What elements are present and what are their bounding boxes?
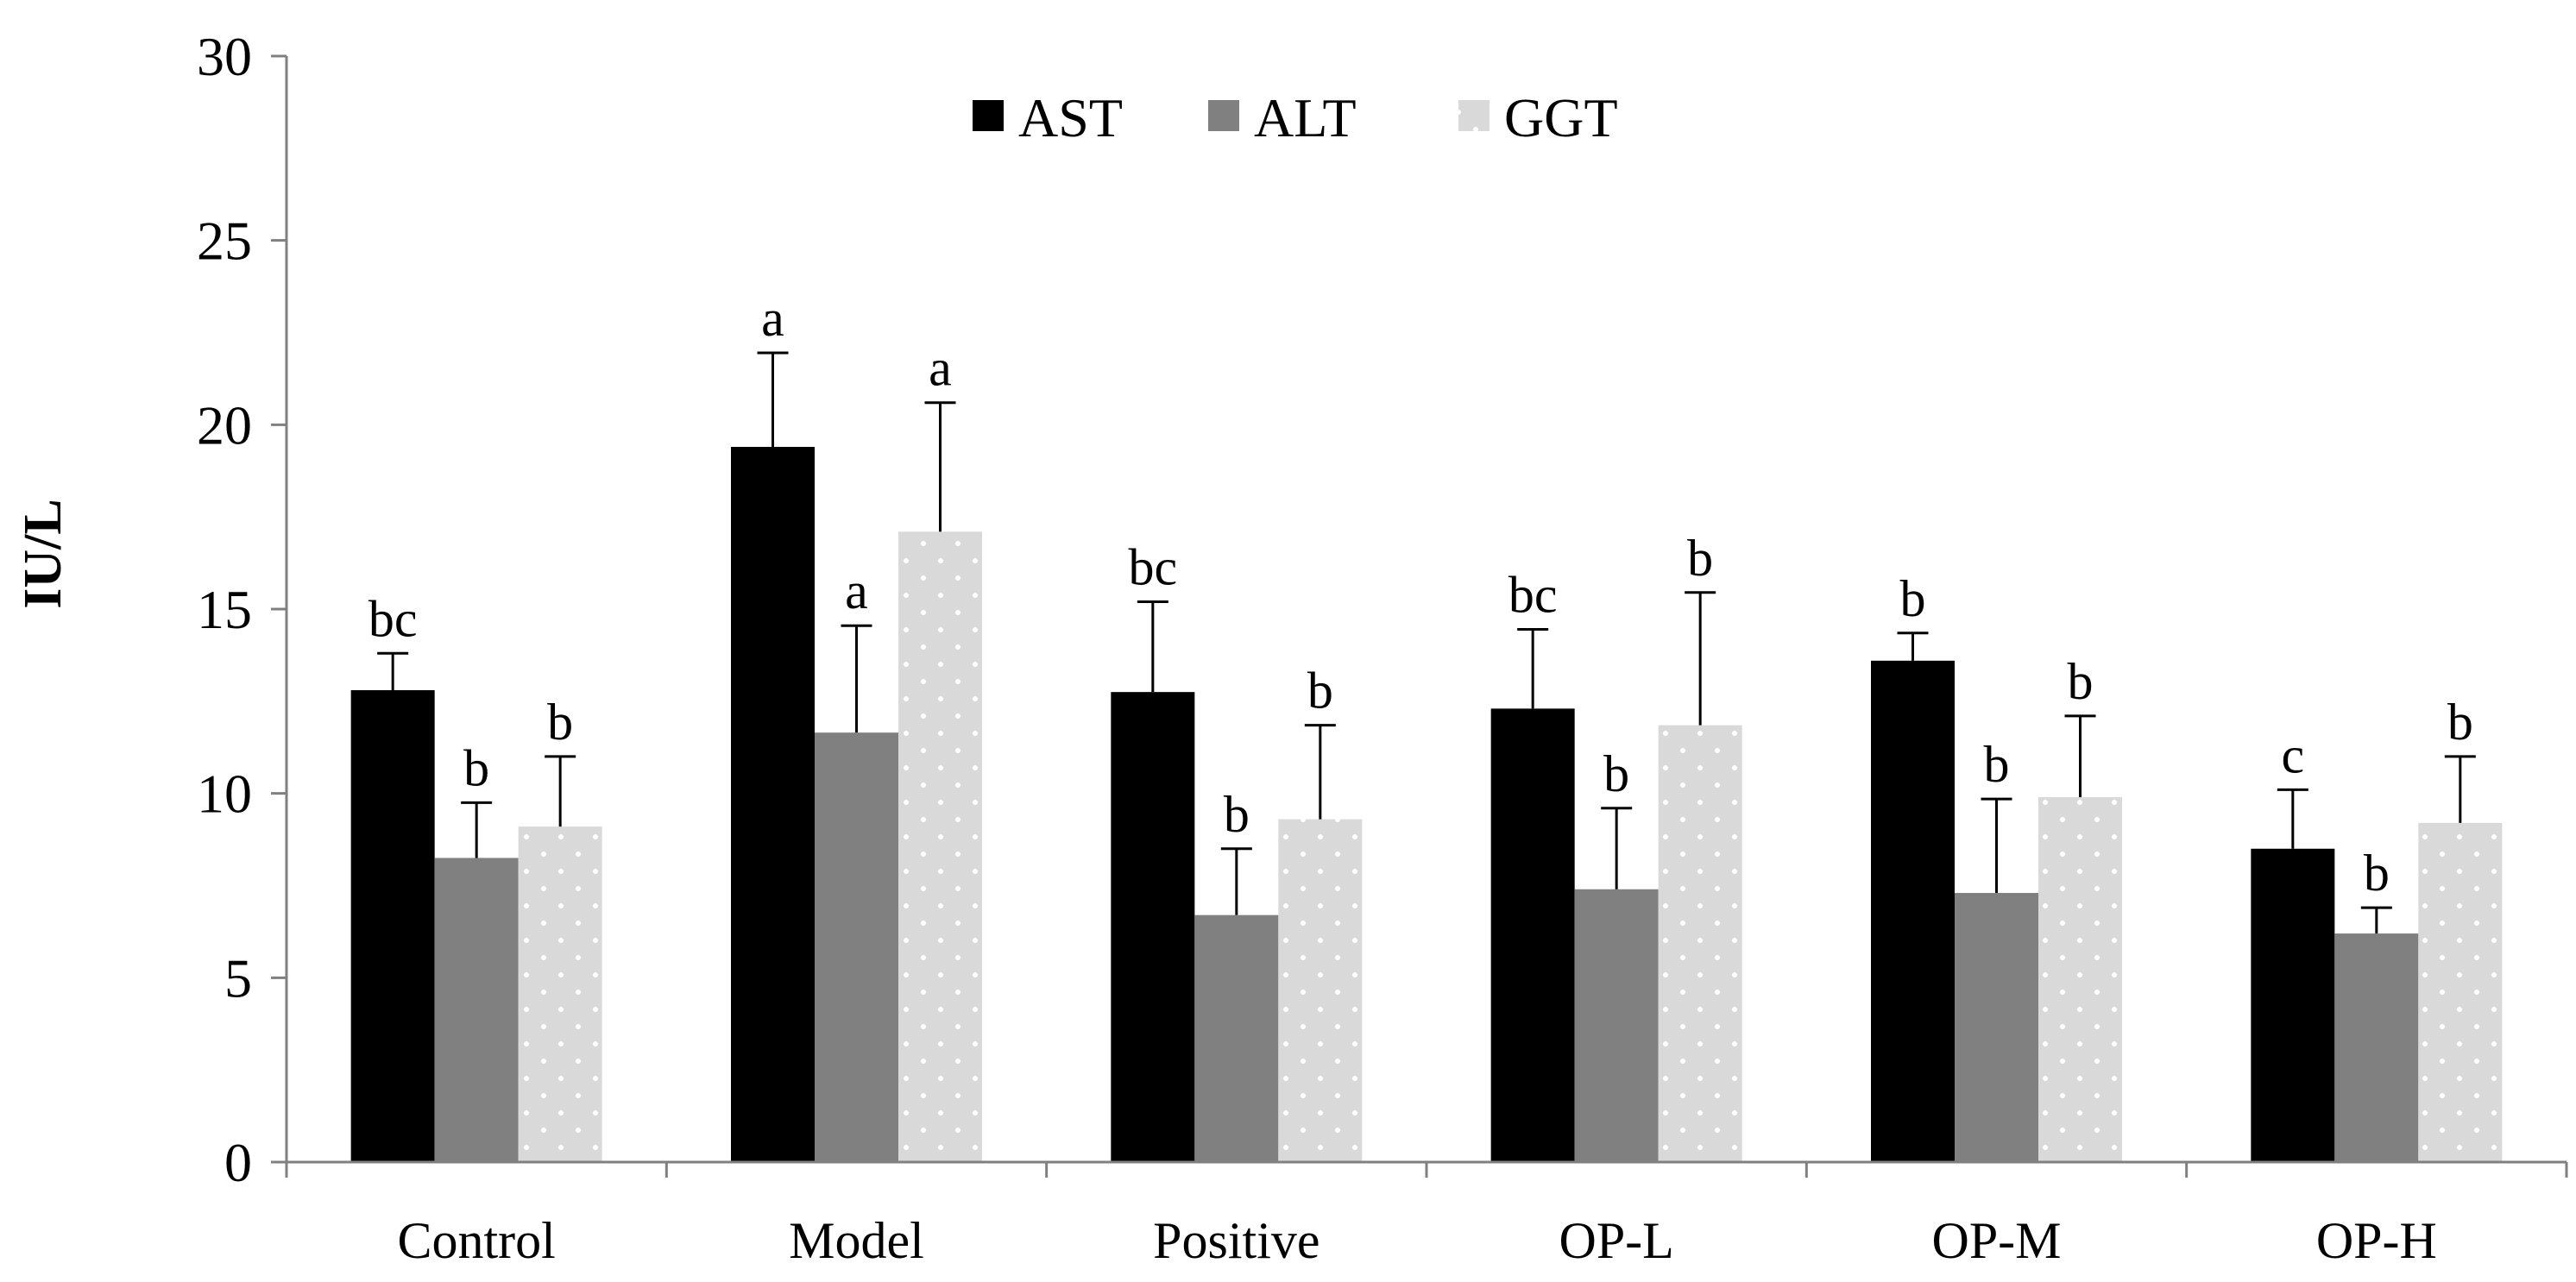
bar-ggt: [1658, 725, 1742, 1162]
significance-label: b: [1224, 786, 1250, 843]
bar-alt: [1194, 914, 1279, 1162]
significance-label: b: [2364, 845, 2390, 902]
legend-swatch-ggt: [1458, 100, 1490, 131]
significance-label: c: [2282, 726, 2305, 783]
significance-label: a: [761, 290, 784, 347]
x-category-label: Positive: [1153, 1212, 1319, 1269]
significance-label: bc: [1508, 567, 1558, 624]
bar-alt: [1955, 893, 2038, 1162]
bar-ggt: [1278, 819, 1363, 1162]
bar-alt: [815, 732, 898, 1162]
bar-alt: [2334, 933, 2419, 1162]
significance-label: b: [2447, 694, 2473, 751]
axes-layer: 0 5 10 15 20 25 30 Control Model Positive OP-L OP-M…: [197, 26, 2568, 1269]
x-category-label: OP-M: [1931, 1212, 2061, 1269]
significance-label: bc: [368, 590, 418, 647]
bar-ggt: [2418, 822, 2503, 1162]
y-tick-label: 5: [224, 947, 252, 1009]
bar-ast: [1871, 660, 1955, 1162]
x-category-label: OP-L: [1559, 1212, 1673, 1269]
legend-label-alt: ALT: [1254, 87, 1357, 148]
bar-ast: [2251, 848, 2335, 1162]
bar-ast: [1490, 708, 1575, 1162]
y-tick-label: 0: [224, 1132, 252, 1193]
x-category-label: Control: [397, 1212, 555, 1269]
significance-label: bc: [1129, 538, 1178, 595]
bar-ggt: [518, 826, 602, 1162]
error-bars-layer: [377, 351, 2476, 934]
x-category-label: OP-H: [2316, 1212, 2437, 1269]
bar-ast: [350, 690, 435, 1162]
bar-alt: [434, 858, 519, 1162]
bar-alt: [1574, 889, 1659, 1162]
legend-label-ast: AST: [1018, 87, 1123, 148]
x-category-label: Model: [789, 1212, 924, 1269]
y-axis-title: IU/L: [14, 499, 72, 608]
y-tick-label: 10: [197, 764, 252, 825]
significance-label: b: [1687, 530, 1713, 587]
legend-label-ggt: GGT: [1504, 87, 1618, 148]
legend: AST ALT GGT: [973, 87, 1618, 148]
significance-label: b: [1900, 570, 1926, 627]
bar-ggt: [2038, 796, 2122, 1162]
significance-label: b: [1603, 745, 1629, 802]
significance-label: a: [929, 340, 952, 397]
bar-ast: [1111, 692, 1195, 1162]
significance-label: b: [463, 739, 489, 796]
legend-swatch-alt: [1208, 100, 1239, 131]
y-tick-label: 20: [197, 394, 252, 456]
y-tick-label: 15: [197, 579, 252, 640]
significance-label: b: [1307, 663, 1333, 720]
significance-label: a: [845, 562, 868, 619]
significance-label: b: [547, 694, 573, 751]
bar-ast: [731, 446, 815, 1162]
bars-layer: [350, 446, 2503, 1162]
bar-ggt: [898, 531, 982, 1162]
y-tick-label: 30: [197, 26, 252, 87]
significance-label: b: [2068, 653, 2094, 710]
y-tick-label: 25: [197, 211, 252, 272]
significance-label: b: [1984, 736, 2010, 793]
legend-swatch-ast: [973, 100, 1004, 131]
